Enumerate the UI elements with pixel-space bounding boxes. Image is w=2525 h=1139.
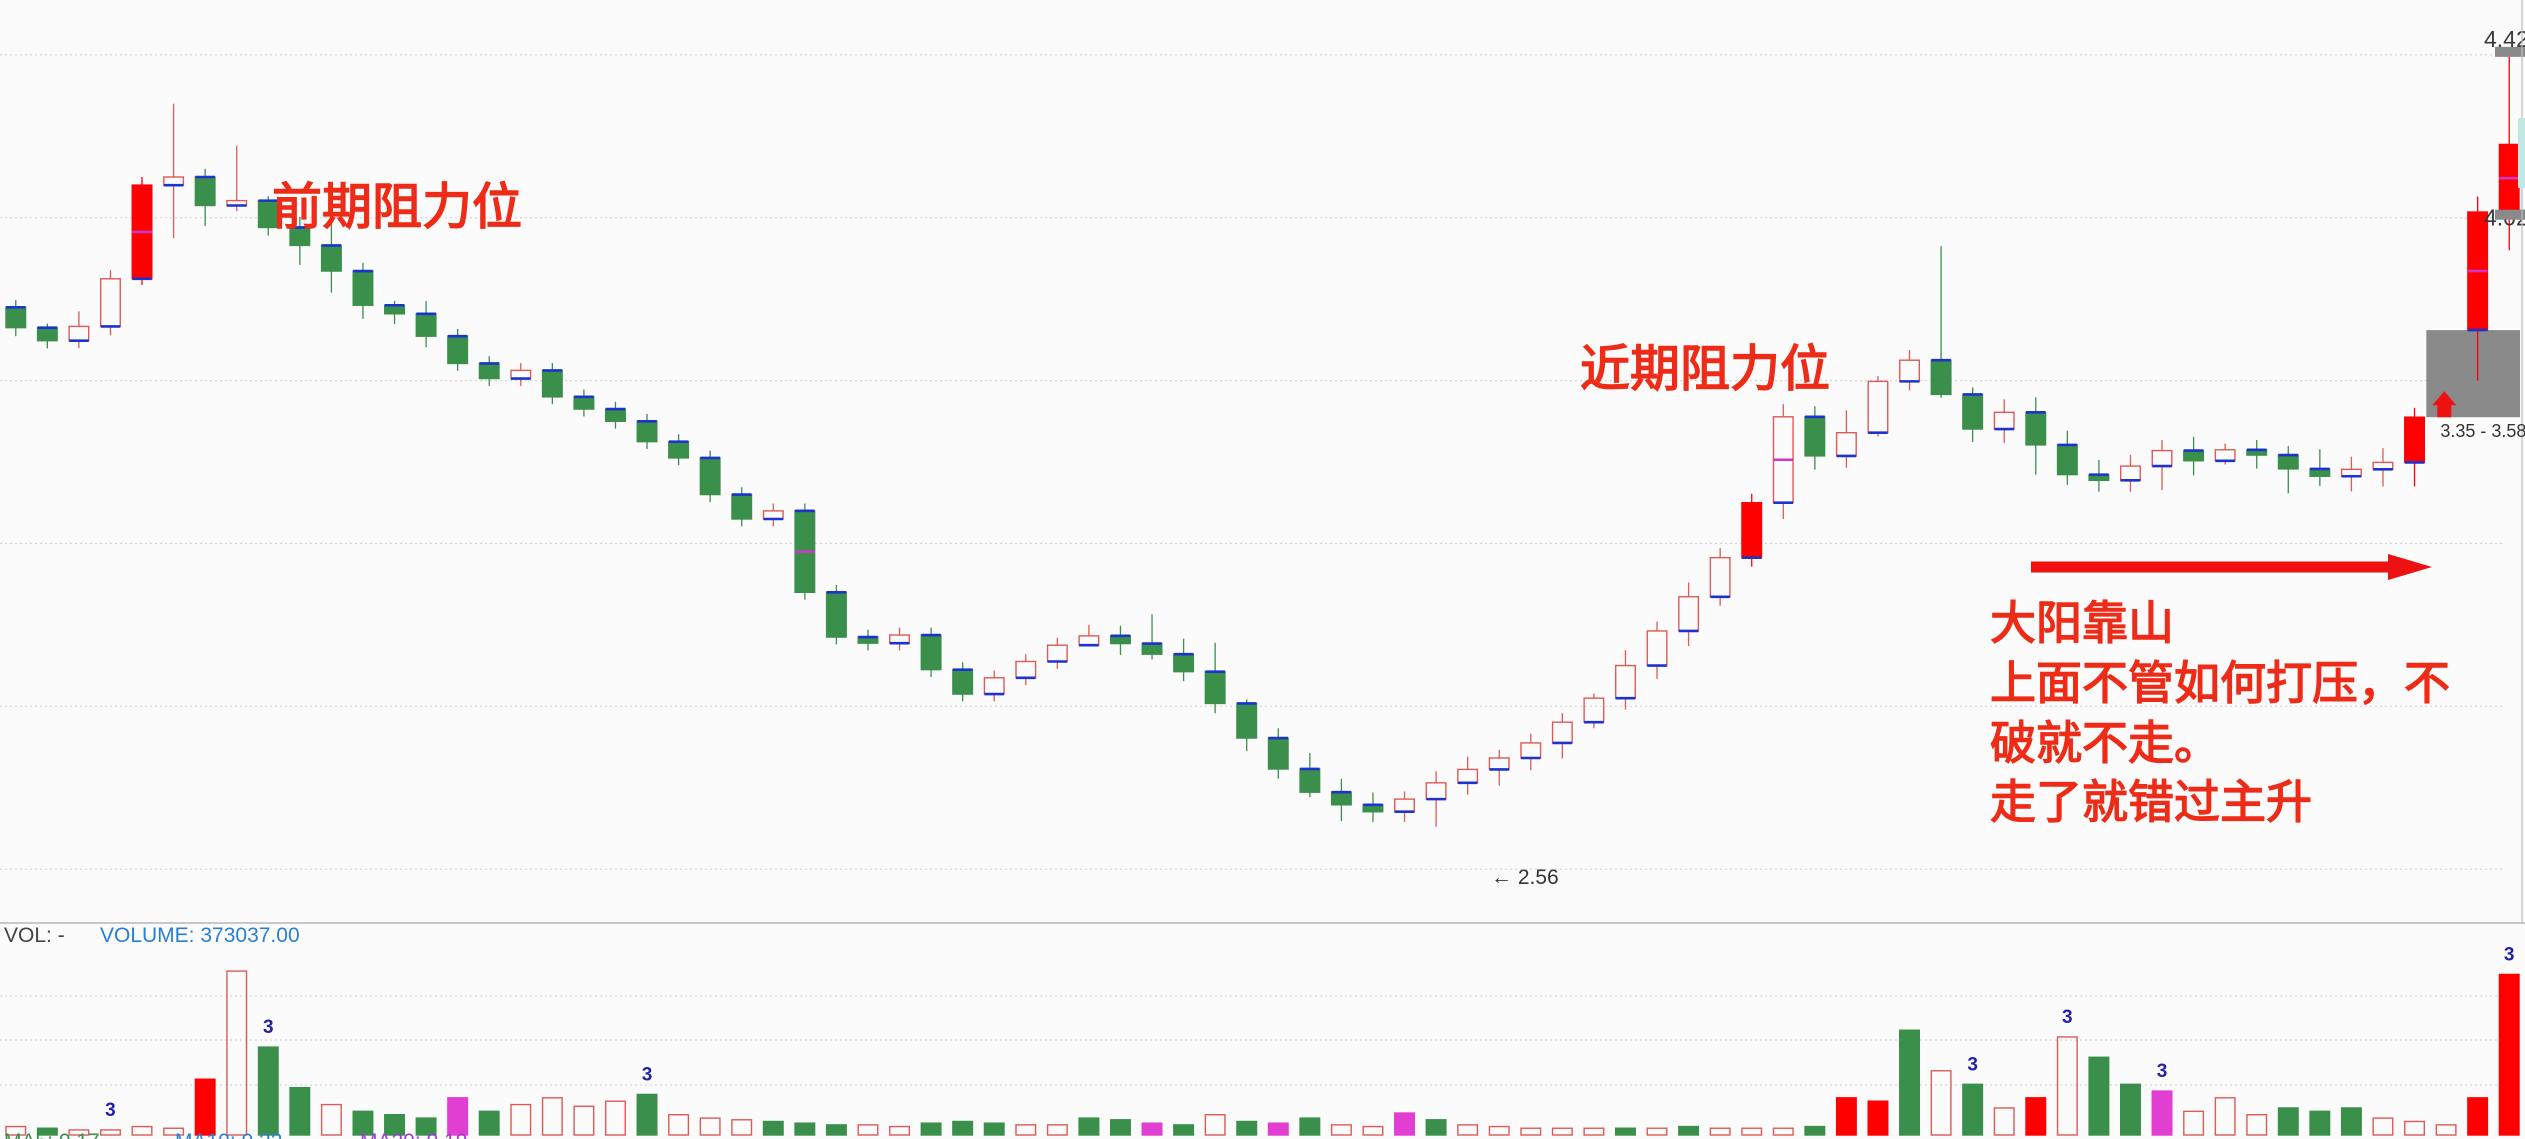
svg-text:3: 3 xyxy=(1967,1054,1978,1075)
svg-text:VOL: -: VOL: - xyxy=(4,924,65,947)
svg-text:3: 3 xyxy=(2062,1007,2073,1028)
svg-text:3: 3 xyxy=(2157,1061,2168,1082)
svg-text:MA10: 0.22: MA10: 0.22 xyxy=(175,1130,282,1139)
svg-text:3: 3 xyxy=(642,1064,653,1085)
svg-text:VOLUME: 373037.00: VOLUME: 373037.00 xyxy=(100,924,300,947)
svg-text:3: 3 xyxy=(2504,944,2515,965)
svg-text:3: 3 xyxy=(263,1017,274,1038)
svg-text:MA20: 0.19: MA20: 0.19 xyxy=(360,1130,467,1139)
svg-text:3: 3 xyxy=(105,1100,116,1121)
svg-text:← 2.56: ← 2.56 xyxy=(1491,866,1559,889)
svg-text:3.35 - 3.58: 3.35 - 3.58 xyxy=(2440,421,2525,441)
svg-text:MA5: 0.17: MA5: 0.17 xyxy=(4,1130,100,1139)
